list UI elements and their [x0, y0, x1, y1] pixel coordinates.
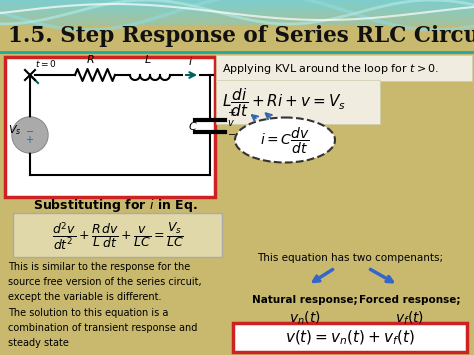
Text: Substituting for $i$ in Eq.: Substituting for $i$ in Eq.: [33, 197, 197, 213]
Text: $R$: $R$: [86, 53, 94, 65]
Text: Natural response;: Natural response;: [252, 295, 358, 305]
Text: The solution to this equation is a
combination of transient response and
steady : The solution to this equation is a combi…: [8, 308, 197, 348]
Text: $i$: $i$: [188, 55, 193, 67]
Text: $L\dfrac{di}{dt} + Ri + v = V_s$: $L\dfrac{di}{dt} + Ri + v = V_s$: [222, 87, 346, 119]
Text: $-$
$+$: $-$ $+$: [26, 125, 35, 144]
Text: $v_f(t)$: $v_f(t)$: [395, 310, 425, 327]
FancyBboxPatch shape: [216, 80, 380, 124]
Text: $v(t) = v_n(t) + v_f(t)$: $v(t) = v_n(t) + v_f(t)$: [285, 328, 415, 347]
FancyBboxPatch shape: [216, 55, 472, 81]
Text: $V_s$: $V_s$: [8, 123, 21, 137]
Text: 1.5. Step Response of Series RLC Circuits: 1.5. Step Response of Series RLC Circuit…: [8, 25, 474, 47]
Text: Applying KVL around the loop for $t > 0$.: Applying KVL around the loop for $t > 0$…: [222, 62, 439, 76]
Text: $v$: $v$: [227, 118, 235, 128]
Text: $t = 0$: $t = 0$: [35, 58, 57, 69]
Text: $i = C\dfrac{dv}{dt}$: $i = C\dfrac{dv}{dt}$: [260, 126, 310, 156]
Text: $C$: $C$: [188, 120, 198, 132]
FancyBboxPatch shape: [13, 213, 222, 257]
Text: $-$: $-$: [227, 128, 236, 138]
Text: $L$: $L$: [144, 53, 152, 65]
Circle shape: [13, 118, 47, 152]
FancyBboxPatch shape: [233, 323, 467, 352]
Text: $v_n(t)$: $v_n(t)$: [289, 310, 321, 327]
Text: $\dfrac{d^2v}{dt^2} + \dfrac{R}{L}\dfrac{dv}{dt} + \dfrac{v}{LC} = \dfrac{V_s}{L: $\dfrac{d^2v}{dt^2} + \dfrac{R}{L}\dfrac…: [52, 220, 184, 252]
Ellipse shape: [235, 118, 335, 163]
Text: $+$: $+$: [227, 107, 236, 118]
Text: Forced response;: Forced response;: [359, 295, 461, 305]
Circle shape: [12, 117, 48, 153]
Text: This is similar to the response for the
source free version of the series circui: This is similar to the response for the …: [8, 262, 201, 302]
FancyBboxPatch shape: [5, 57, 215, 197]
FancyBboxPatch shape: [0, 0, 474, 14]
Text: This equation has two compenants;: This equation has two compenants;: [257, 253, 443, 263]
